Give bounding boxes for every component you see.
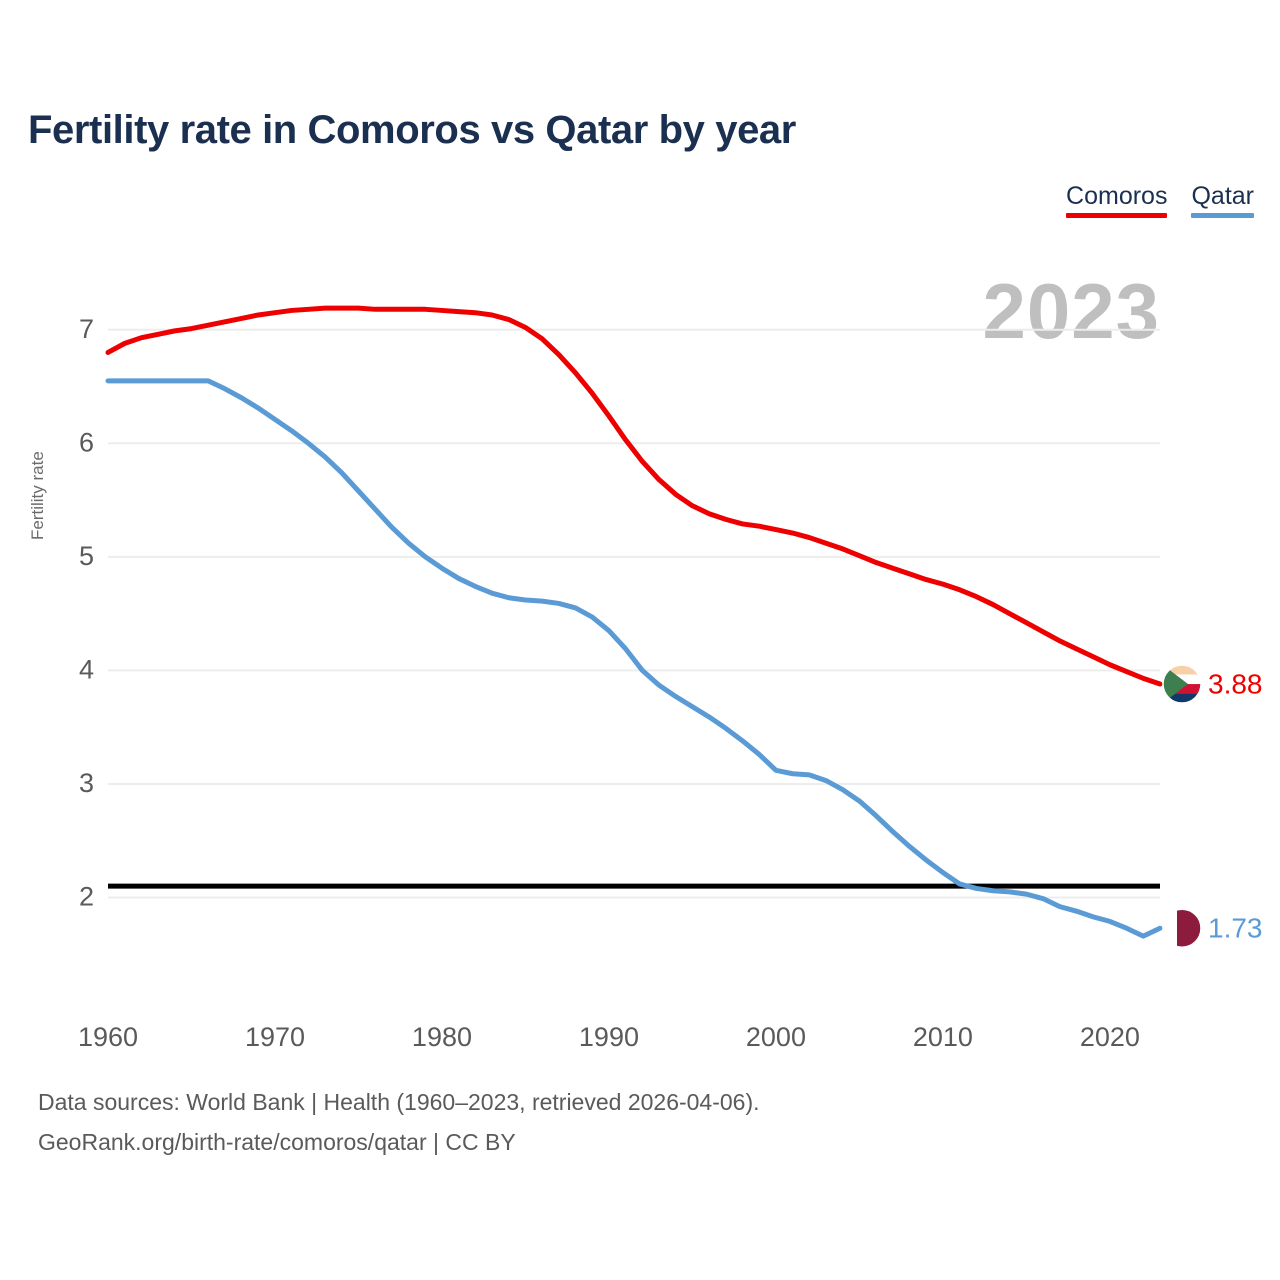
x-tick-label: 2020 (1080, 1022, 1140, 1052)
comoros-flag-marker-icon (1162, 664, 1202, 704)
legend-label-comoros: Comoros (1066, 182, 1168, 210)
y-tick-label: 2 (79, 882, 94, 912)
legend-swatch-qatar (1191, 213, 1254, 219)
end-value-label-comoros: 3.88 (1208, 668, 1263, 699)
y-tick-label: 4 (79, 655, 94, 685)
legend-item-qatar[interactable]: Qatar (1191, 182, 1254, 219)
chart-legend: Comoros Qatar (1066, 182, 1254, 219)
footer-data-sources: Data sources: World Bank | Health (1960–… (38, 1089, 760, 1115)
x-tick-label: 2000 (746, 1022, 806, 1052)
x-tick-label: 1990 (579, 1022, 639, 1052)
legend-label-qatar: Qatar (1191, 182, 1254, 210)
qatar-flag-marker-icon (1162, 908, 1202, 948)
x-tick-label: 1980 (412, 1022, 472, 1052)
footer-attribution: GeoRank.org/birth-rate/comoros/qatar | C… (38, 1128, 516, 1155)
legend-swatch-comoros (1066, 213, 1168, 219)
x-tick-label: 2010 (913, 1022, 973, 1052)
y-tick-label: 6 (79, 427, 94, 457)
series-line-qatar (105, 378, 1163, 939)
chart-footer: Data sources: World Bank | Health (1960–… (38, 1083, 760, 1162)
y-tick-label: 3 (79, 768, 94, 798)
x-tick-label: 1960 (78, 1022, 138, 1052)
year-watermark: 2023 (982, 267, 1160, 355)
y-tick-label: 7 (79, 314, 94, 344)
y-tick-label: 5 (79, 541, 94, 571)
page-title: Fertility rate in Comoros vs Qatar by ye… (28, 108, 796, 152)
x-tick-label: 1970 (245, 1022, 305, 1052)
series-line-comoros (105, 305, 1163, 687)
legend-item-comoros[interactable]: Comoros (1066, 182, 1168, 219)
end-value-label-qatar: 1.73 (1208, 913, 1263, 944)
